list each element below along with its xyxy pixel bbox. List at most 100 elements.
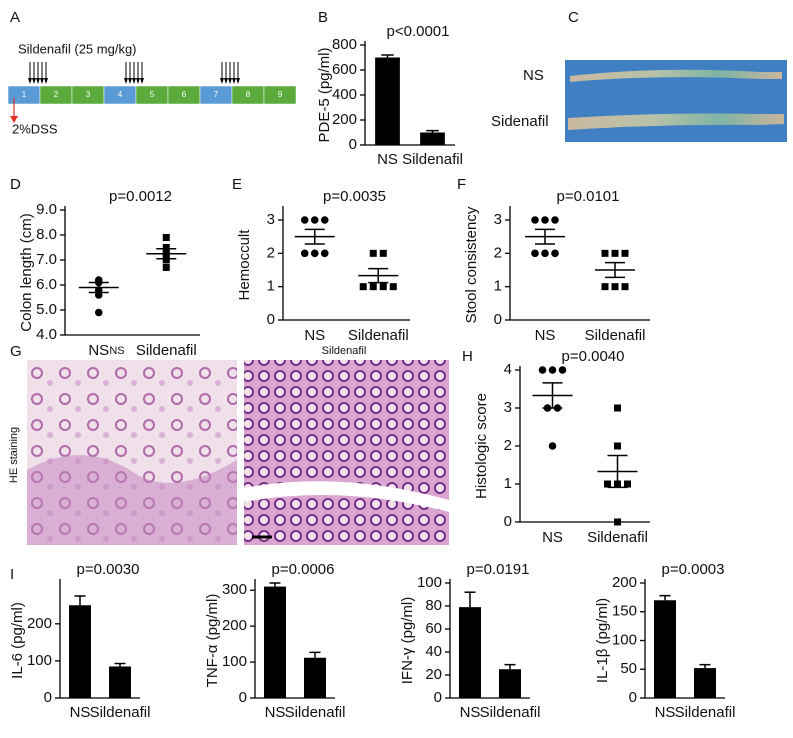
day-label: 7 xyxy=(214,90,219,99)
data-point xyxy=(541,249,549,258)
y-tick-label: 5.0 xyxy=(36,301,57,318)
dose-arrowhead xyxy=(140,78,144,84)
y-tick-label: 8.0 xyxy=(36,226,57,243)
x-tick-label: Sildenafil xyxy=(587,529,648,546)
y-axis-label: Colon length (cm) xyxy=(18,213,35,331)
y-tick-label: 1 xyxy=(267,278,275,295)
y-tick-label: 200 xyxy=(27,615,52,632)
y-tick-label: 2 xyxy=(267,244,275,261)
data-point xyxy=(369,283,377,291)
y-tick-label: 6.0 xyxy=(36,276,57,293)
data-point xyxy=(601,283,609,291)
y-tick-label: 40 xyxy=(425,643,442,660)
y-tick-label: 1 xyxy=(504,475,512,492)
y-tick-label: 7.0 xyxy=(36,251,57,268)
data-point xyxy=(621,249,629,257)
data-point xyxy=(548,442,557,450)
day-label: 6 xyxy=(182,90,187,99)
column-label: Sildenafil xyxy=(322,345,367,357)
y-tick-label: 150 xyxy=(612,603,637,620)
dose-arrowhead xyxy=(136,78,140,84)
y-axis-label: TNF-α (pg/ml) xyxy=(204,594,221,688)
x-tick-label: NS xyxy=(542,529,563,546)
x-tick-label: Sildenafil xyxy=(480,704,541,721)
bar xyxy=(304,657,326,698)
x-tick-label: NS xyxy=(535,327,556,344)
data-point xyxy=(359,283,367,291)
bar xyxy=(375,57,400,145)
y-tick-label: 0 xyxy=(494,311,502,328)
data-point xyxy=(614,442,621,450)
data-point xyxy=(548,366,557,374)
bar xyxy=(69,605,91,698)
y-tick-label: 3 xyxy=(267,211,275,228)
annotation: p=0.0003 xyxy=(662,561,725,578)
data-point xyxy=(300,216,309,224)
y-axis-label: Histologic score xyxy=(473,393,490,499)
y-tick-label: 100 xyxy=(222,653,247,670)
day-label: 2 xyxy=(54,90,59,99)
y-tick-label: 0 xyxy=(629,689,637,706)
data-point xyxy=(310,249,319,258)
row-label: Sidenafil xyxy=(491,113,549,130)
x-tick-label: Sildenafil xyxy=(136,342,197,359)
data-point xyxy=(611,249,619,257)
y-tick-label: 3 xyxy=(504,399,512,416)
bar xyxy=(499,669,521,698)
data-point xyxy=(601,249,609,257)
dose-arrowhead xyxy=(32,78,36,84)
y-tick-label: 300 xyxy=(222,581,247,598)
x-tick-label: NS xyxy=(377,151,398,168)
y-tick-label: 200 xyxy=(612,574,637,591)
panel-label: D xyxy=(10,176,21,193)
annotation: p=0.0006 xyxy=(272,561,335,578)
data-point xyxy=(551,216,559,224)
panel-label: G xyxy=(10,343,22,360)
bar xyxy=(264,586,286,698)
timeline: 1 2 3 4 5 6 7 8 9 xyxy=(7,62,297,105)
y-tick-label: 3 xyxy=(494,211,502,228)
x-tick-label: NS xyxy=(460,704,481,721)
data-point xyxy=(614,404,621,412)
panel-label: E xyxy=(232,176,242,193)
dose-arrowhead xyxy=(220,78,224,84)
y-tick-label: 100 xyxy=(27,652,52,669)
y-tick-label: 600 xyxy=(332,61,357,78)
colon-sildenafil xyxy=(568,113,784,130)
y-tick-label: 200 xyxy=(332,111,357,128)
data-point xyxy=(624,480,631,488)
y-tick-label: 9.0 xyxy=(36,201,57,218)
data-point xyxy=(538,366,547,374)
data-point xyxy=(369,249,377,257)
data-point xyxy=(379,283,387,291)
day-label: 1 xyxy=(22,90,27,99)
data-point xyxy=(389,283,397,291)
data-point xyxy=(621,283,629,291)
annotation: p=0.0035 xyxy=(323,188,386,205)
day-label: 4 xyxy=(118,90,123,99)
panel-label: C xyxy=(568,9,579,26)
dose-arrowhead xyxy=(236,78,240,84)
day-label: 8 xyxy=(246,90,251,99)
dose-arrowhead xyxy=(124,78,128,84)
x-tick-label: Sildenafil xyxy=(402,151,463,168)
x-tick-label: Sildenafil xyxy=(348,327,409,344)
dose-arrowhead xyxy=(44,78,48,84)
annotation: p=0.0191 xyxy=(467,561,530,578)
y-tick-label: 60 xyxy=(425,620,442,637)
annotation: p<0.0001 xyxy=(387,23,450,40)
induction-arrowhead xyxy=(10,116,18,123)
column-label: NS xyxy=(109,345,124,357)
y-tick-label: 400 xyxy=(332,86,357,103)
x-tick-label: Sildenafil xyxy=(285,704,346,721)
x-tick-label: NS xyxy=(88,342,109,359)
histology-ns-crypts xyxy=(27,455,237,545)
y-tick-label: 50 xyxy=(620,660,637,677)
dose-arrowhead xyxy=(232,78,236,84)
y-axis-label: Hemoccult xyxy=(236,229,253,301)
y-tick-label: 200 xyxy=(222,617,247,634)
bar xyxy=(459,607,481,698)
annotation: p=0.0101 xyxy=(557,188,620,205)
y-tick-label: 1 xyxy=(494,278,502,295)
x-tick-label: NS xyxy=(655,704,676,721)
